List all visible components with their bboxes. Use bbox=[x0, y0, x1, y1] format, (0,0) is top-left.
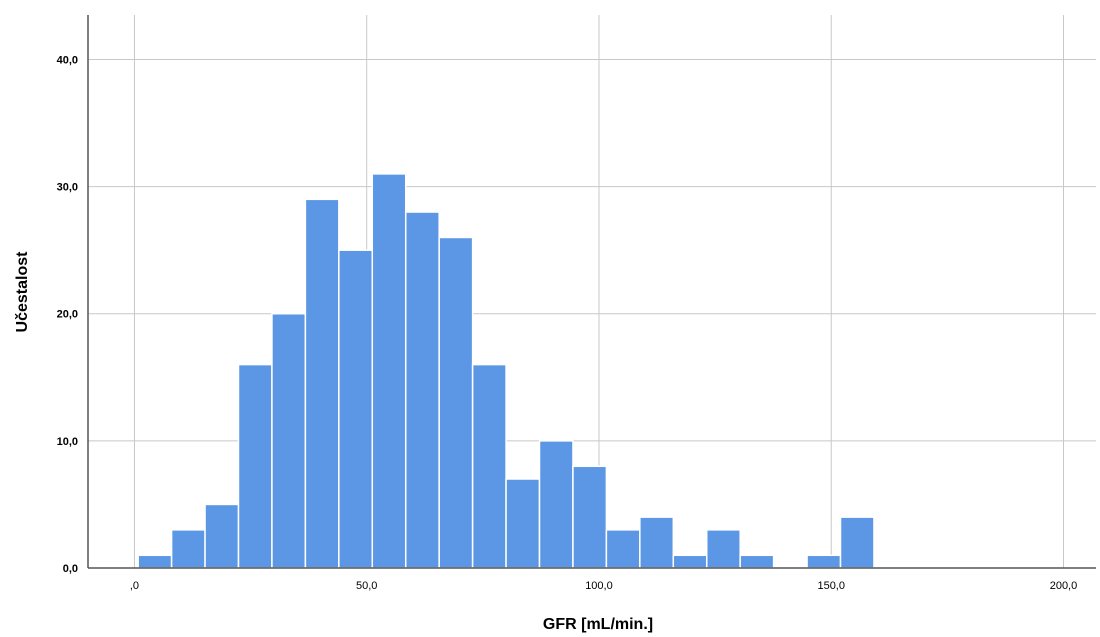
histogram-bar bbox=[237, 363, 273, 569]
x-tick-label: 100,0 bbox=[585, 580, 613, 592]
y-tick-labels: 0,0 10,0 20,0 30,0 40,0 bbox=[57, 54, 78, 575]
histogram-bar bbox=[639, 516, 675, 569]
histogram-bar bbox=[538, 440, 574, 569]
histogram-bar bbox=[170, 529, 206, 569]
histogram-bar bbox=[705, 529, 741, 569]
axes bbox=[87, 15, 1096, 569]
histogram-bar bbox=[137, 554, 173, 569]
x-tick-label: ,0 bbox=[130, 580, 139, 592]
histogram-bar bbox=[371, 173, 407, 569]
histogram-bar bbox=[404, 211, 440, 569]
x-tick-label: 150,0 bbox=[817, 580, 845, 592]
histogram-bar bbox=[505, 478, 541, 569]
x-tick-label: 50,0 bbox=[356, 580, 377, 592]
y-tick-label: 10,0 bbox=[57, 436, 78, 448]
y-axis-title: Učestalost bbox=[14, 251, 31, 333]
y-tick-label: 30,0 bbox=[57, 182, 78, 194]
histogram-bars bbox=[137, 173, 875, 569]
histogram-bar bbox=[304, 198, 340, 569]
x-axis-title: GFR [mL/min.] bbox=[543, 616, 653, 633]
histogram-bar bbox=[338, 249, 374, 569]
histogram-bar bbox=[438, 236, 474, 569]
histogram-bar bbox=[204, 503, 240, 569]
histogram-bar bbox=[471, 363, 507, 569]
x-tick-labels: ,0 50,0 100,0 150,0 200,0 bbox=[130, 580, 1077, 592]
y-tick-label: 20,0 bbox=[57, 309, 78, 321]
histogram-bar bbox=[739, 554, 775, 569]
y-tick-label: 40,0 bbox=[57, 54, 78, 66]
histogram-bar bbox=[572, 465, 608, 569]
histogram-bar bbox=[839, 516, 875, 569]
y-tick-label: 0,0 bbox=[63, 563, 78, 575]
x-tick-label: 200,0 bbox=[1050, 580, 1078, 592]
histogram-bar bbox=[271, 312, 307, 569]
histogram-bar bbox=[605, 529, 641, 569]
histogram-bar bbox=[806, 554, 842, 569]
histogram-bar bbox=[672, 554, 708, 569]
